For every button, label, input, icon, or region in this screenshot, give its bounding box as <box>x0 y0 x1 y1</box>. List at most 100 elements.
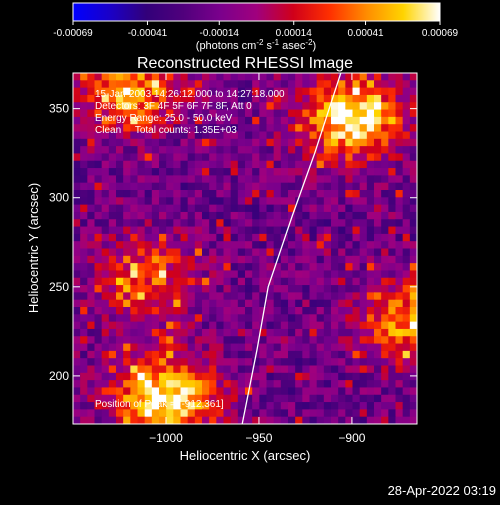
annotation-energy-range: Energy Range: 25.0 - 50.0 keV <box>95 113 233 124</box>
heatmap-cell <box>388 365 397 374</box>
heatmap-cell <box>309 277 318 286</box>
heatmap-cell <box>80 73 88 81</box>
heatmap-cell <box>159 328 167 337</box>
heatmap-cell <box>180 292 189 301</box>
heatmap-cell <box>352 255 361 264</box>
heatmap-cell <box>187 270 196 279</box>
heatmap-cell <box>237 343 246 352</box>
heatmap-cell <box>137 365 146 374</box>
heatmap-cell <box>108 409 117 418</box>
heatmap-cell <box>388 197 397 206</box>
heatmap-cell <box>323 365 332 374</box>
heatmap-cell <box>338 328 346 337</box>
heatmap-cell <box>101 73 110 81</box>
heatmap-cell <box>137 211 146 220</box>
heatmap-cell <box>295 365 303 374</box>
heatmap-cell <box>187 204 196 213</box>
heatmap-cell <box>194 124 203 133</box>
heatmap-cell <box>409 336 417 345</box>
heatmap-cell <box>144 255 153 264</box>
heatmap-cell <box>366 299 375 308</box>
heatmap-cell <box>316 343 325 352</box>
heatmap-cell <box>216 285 225 293</box>
heatmap-cell <box>80 102 88 111</box>
heatmap-cell <box>80 80 88 89</box>
heatmap-cell <box>202 394 210 403</box>
heatmap-cell <box>395 365 404 374</box>
heatmap-cell <box>381 292 389 301</box>
heatmap-cell <box>388 343 397 352</box>
heatmap-cell <box>338 255 346 264</box>
heatmap-cell <box>280 277 289 286</box>
heatmap-cell <box>230 255 239 264</box>
heatmap-cell <box>309 387 318 396</box>
heatmap-cell <box>151 248 160 257</box>
heatmap-cell <box>409 190 417 198</box>
heatmap-cell <box>194 321 203 330</box>
heatmap-cell <box>374 358 382 367</box>
heatmap-cell <box>223 285 232 293</box>
heatmap-cell <box>366 116 375 125</box>
heatmap-cell <box>295 204 303 213</box>
heatmap-cell <box>108 87 117 96</box>
heatmap-cell <box>309 336 318 345</box>
heatmap-cell <box>137 102 146 111</box>
annotation-time-range: 15-Jan-2003 14:26:12.000 to 14:27:18.000 <box>95 89 285 100</box>
heatmap-cell <box>374 328 382 337</box>
heatmap-cell <box>316 80 325 89</box>
heatmap-cell <box>266 73 275 81</box>
heatmap-cell <box>323 285 332 293</box>
heatmap-cell <box>159 307 167 315</box>
heatmap-cell <box>388 277 397 286</box>
heatmap-cell <box>180 380 189 389</box>
heatmap-cell <box>395 146 404 155</box>
heatmap-cell <box>159 285 167 293</box>
heatmap-cell <box>202 314 210 323</box>
heatmap-cell <box>374 80 382 89</box>
heatmap-cell <box>280 219 289 228</box>
heatmap-cell <box>202 146 210 155</box>
heatmap-cell <box>94 292 103 301</box>
heatmap-cell <box>73 299 81 308</box>
heatmap-cell <box>273 138 282 147</box>
heatmap-cell <box>216 350 225 359</box>
heatmap-cell <box>130 211 139 220</box>
heatmap-cell <box>388 321 397 330</box>
heatmap-cell <box>273 80 282 89</box>
heatmap-cell <box>331 204 339 213</box>
heatmap-cell <box>202 87 210 96</box>
heatmap-cell <box>402 80 411 89</box>
heatmap-cell <box>381 350 389 359</box>
heatmap-cell <box>316 124 325 133</box>
heatmap-cell <box>216 204 225 213</box>
heatmap-cell <box>280 263 289 272</box>
heatmap-cell <box>230 190 239 198</box>
heatmap-cell <box>309 233 318 242</box>
heatmap-cell <box>323 116 332 125</box>
heatmap-cell <box>295 153 303 162</box>
heatmap-cell <box>180 241 189 250</box>
heatmap-cell <box>159 116 167 125</box>
heatmap-cell <box>216 416 225 424</box>
heatmap-cell <box>180 175 189 184</box>
heatmap-cell <box>409 146 417 155</box>
heatmap-cell <box>94 190 103 198</box>
heatmap-cell <box>388 73 397 81</box>
heatmap-cell <box>245 73 253 81</box>
heatmap-cell <box>94 73 103 81</box>
heatmap-cell <box>94 314 103 323</box>
heatmap-cell <box>137 109 146 118</box>
heatmap-cell <box>309 292 318 301</box>
heatmap-cell <box>187 80 196 89</box>
heatmap-cell <box>302 343 311 352</box>
heatmap-cell <box>159 80 167 89</box>
heatmap-cell <box>352 219 361 228</box>
heatmap-cell <box>252 387 260 396</box>
heatmap-cell <box>388 358 397 367</box>
heatmap-cell <box>80 190 88 198</box>
heatmap-cell <box>94 299 103 308</box>
heatmap-cell <box>323 197 332 206</box>
heatmap-cell <box>338 321 346 330</box>
heatmap-cell <box>345 343 354 352</box>
heatmap-cell <box>166 402 174 410</box>
